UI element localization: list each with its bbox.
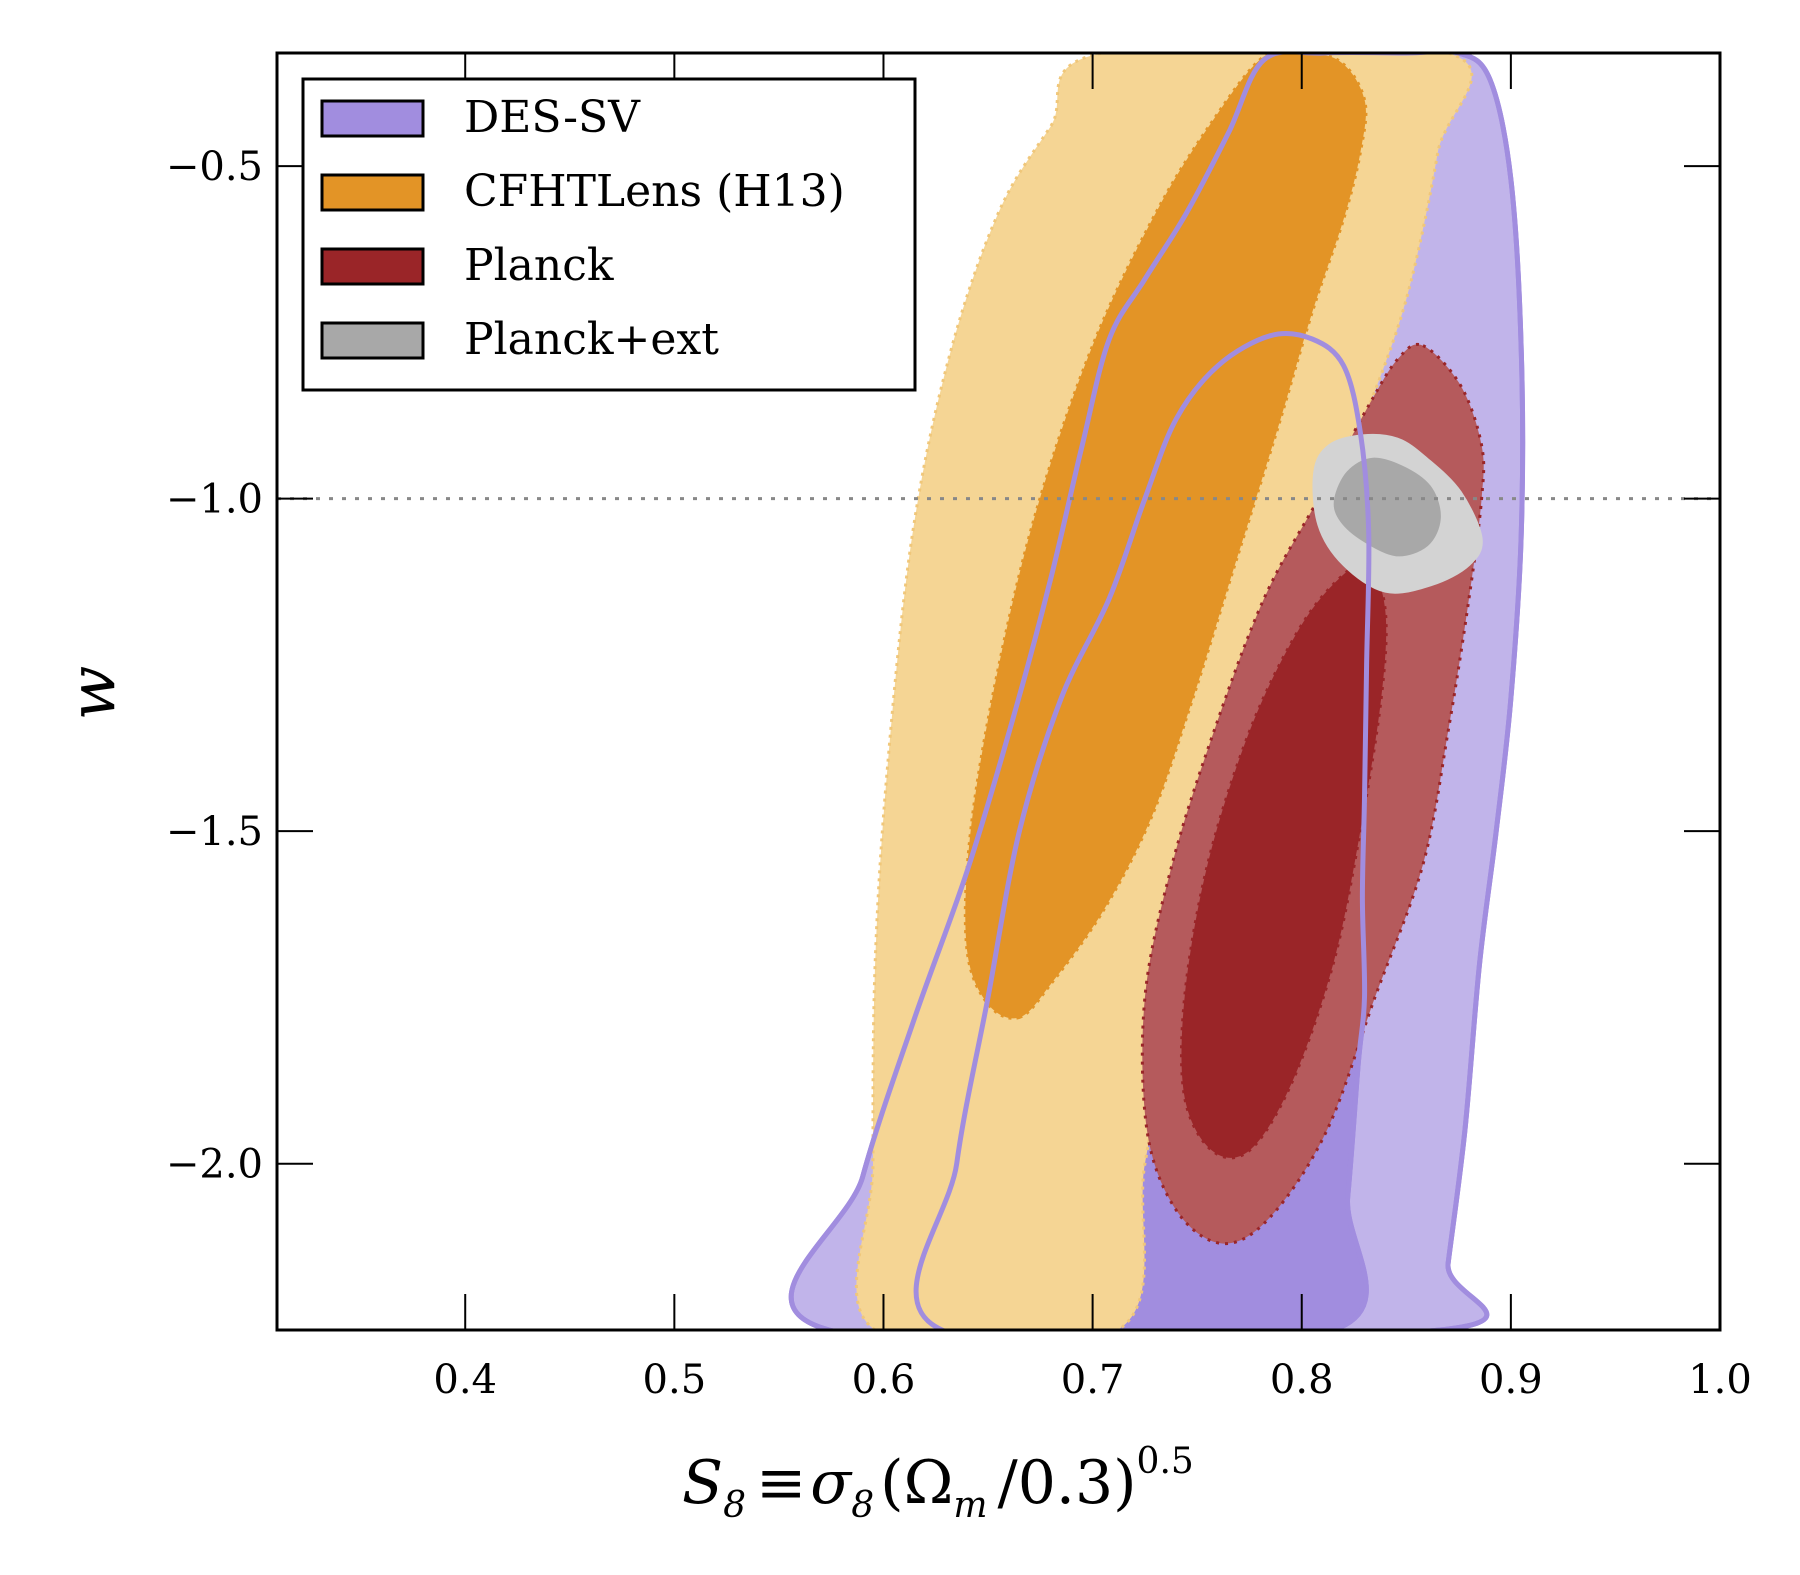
x-tick-label: 0.9 [1479,1357,1543,1403]
legend-label-des-sv: DES-SV [464,92,641,143]
x-label-sigma-sub: 8 [851,1485,874,1526]
legend-swatch-planck-ext [320,321,425,360]
y-tick-label: −0.5 [166,144,263,190]
x-label-sigma: σ [810,1448,853,1518]
x-label-s8-sub: 8 [723,1485,746,1526]
des-sv-outer-contour-line [788,53,1526,1330]
legend-label-cfhtlens-h13: CFHTLens (H13) [464,166,845,217]
x-tick-label: 0.5 [643,1357,707,1403]
x-label-rest: /0.3 [997,1448,1113,1518]
y-axis-label: w [56,666,130,721]
y-tick-label: −2.0 [166,1142,263,1188]
x-label-omega-sub: m [953,1485,987,1526]
legend-label-planck-ext: Planck+ext [464,314,719,365]
y-tick-label: −1.5 [166,809,263,855]
x-tick-label: 0.7 [1061,1357,1125,1403]
legend-swatch-cfhtlens-h13 [320,173,425,212]
des-sv-inner-contour-line [913,330,1372,1330]
x-label-close: ) [1113,1448,1136,1518]
x-tick-label: 0.4 [433,1357,497,1403]
legend-swatch-des-sv [320,99,425,138]
axis-ticks: 0.4 0.5 0.6 0.7 0.8 0.9 1.0 −0.5 −1.0 −1.5 −2.0 [166,53,1752,1403]
x-label-s8: S [682,1448,723,1518]
x-label-exponent: 0.5 [1137,1441,1194,1482]
planck-inner-contour [1179,561,1388,1160]
contour-layer [788,53,1526,1330]
x-axis-label: S8 ≡σ8 (Ωm/0.3)0.5 [682,1441,1194,1526]
plot-frame [275,51,1722,1332]
x-tick-label: 1.0 [1688,1357,1752,1403]
x-label-equiv: ≡ [756,1448,806,1518]
y-tick-label: −1.0 [166,477,263,523]
cfhtlens-h13-inner-contour [963,53,1368,1020]
x-tick-label: 0.8 [1270,1357,1334,1403]
x-tick-label: 0.6 [852,1357,916,1403]
legend-swatch-planck [320,247,425,286]
legend: DES-SV CFHTLens (H13) Planck Planck+ext [301,77,917,392]
legend-label-planck: Planck [464,240,614,291]
x-label-open: ( [880,1448,903,1518]
x-label-omega: Ω [904,1448,954,1518]
